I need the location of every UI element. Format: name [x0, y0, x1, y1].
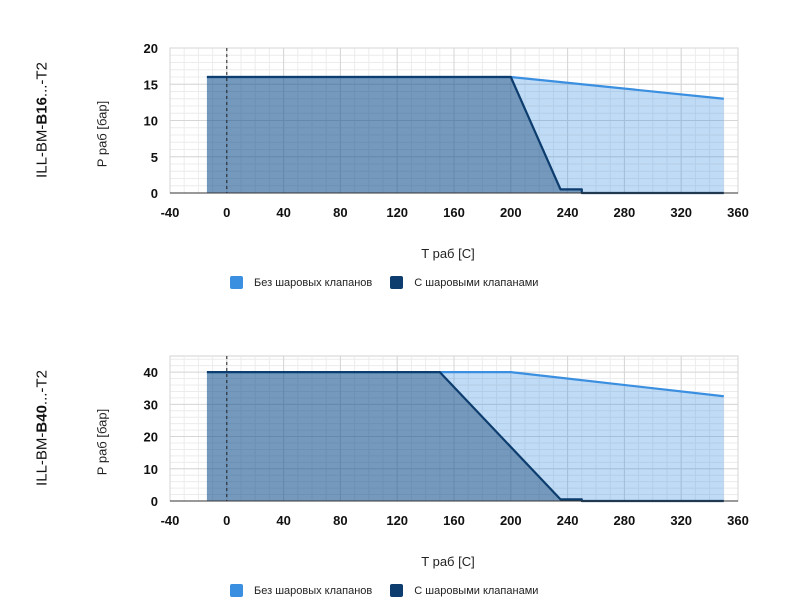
x-tick-label: 0	[223, 205, 230, 220]
x-tick-label: 280	[614, 513, 636, 528]
x-tick-label: -40	[161, 205, 180, 220]
x-tick-label: 80	[333, 513, 347, 528]
legend-item-with-valves[interactable]: С шаровыми клапанами	[390, 276, 538, 289]
legend-swatch	[230, 584, 243, 597]
legend-swatch	[390, 584, 404, 597]
x-tick-label: 80	[333, 205, 347, 220]
x-tick-label: 240	[557, 513, 579, 528]
x-tick-label: 40	[276, 513, 290, 528]
x-tick-label: 200	[500, 513, 522, 528]
legend-swatch	[390, 276, 404, 289]
chart-panel-b16: ILL-BM-B16...-T2 P раб [бар] -40 0 40 80 120…	[34, 41, 749, 289]
x-tick-label: 360	[727, 513, 749, 528]
x-tick-label: 320	[670, 513, 692, 528]
legend-item-without-valves[interactable]: Без шаровых клапанов	[230, 276, 372, 289]
x-tick-label: 280	[614, 205, 636, 220]
legend-label: Без шаровых клапанов	[254, 276, 373, 289]
x-tick-label: -40	[161, 513, 180, 528]
x-tick-label: 360	[727, 205, 749, 220]
legend-item-without-valves[interactable]: Без шаровых клапанов	[230, 584, 372, 597]
chart-legend: Без шаровых клапанов С шаровыми клапанам…	[230, 276, 556, 289]
x-tick-label: 160	[443, 513, 465, 528]
y-tick-label: 10	[144, 462, 158, 477]
series-area-1	[206, 372, 724, 501]
legend-item-with-valves[interactable]: С шаровыми клапанами	[390, 584, 538, 597]
legend-label: Без шаровых клапанов	[254, 584, 373, 597]
series-area-1	[206, 77, 724, 193]
x-tick-label: 120	[386, 205, 408, 220]
legend-swatch	[230, 276, 243, 289]
legend-label: С шаровыми клапанами	[414, 276, 539, 289]
y-tick-label: 20	[144, 430, 158, 445]
y-tick-label: 0	[151, 494, 158, 509]
x-tick-label: 240	[557, 205, 579, 220]
y-tick-label: 20	[144, 41, 158, 56]
x-axis-label: T раб [C]	[421, 554, 475, 569]
x-axis-label: T раб [C]	[421, 246, 475, 261]
y-tick-label: 5	[151, 150, 158, 165]
x-tick-label: 120	[386, 513, 408, 528]
x-tick-label: 320	[670, 205, 692, 220]
series-area-0	[206, 372, 724, 501]
y-tick-label: 15	[144, 77, 158, 92]
y-tick-label: 30	[144, 397, 158, 412]
x-tick-label: 200	[500, 205, 522, 220]
chart-panel-b40: ILL-BM-B40...-T2 P раб [бар] -40 0 40 80 120…	[0, 308, 800, 616]
x-tick-label: 0	[223, 513, 230, 528]
x-tick-label: 40	[276, 205, 290, 220]
y-tick-label: 0	[151, 186, 158, 201]
y-tick-label: 10	[144, 114, 158, 129]
series-area-0	[206, 77, 724, 193]
legend-label: С шаровыми клапанами	[414, 584, 539, 597]
chart-legend: Без шаровых клапанов С шаровыми клапанам…	[230, 584, 556, 597]
x-tick-label: 160	[443, 205, 465, 220]
y-tick-label: 40	[144, 365, 158, 380]
